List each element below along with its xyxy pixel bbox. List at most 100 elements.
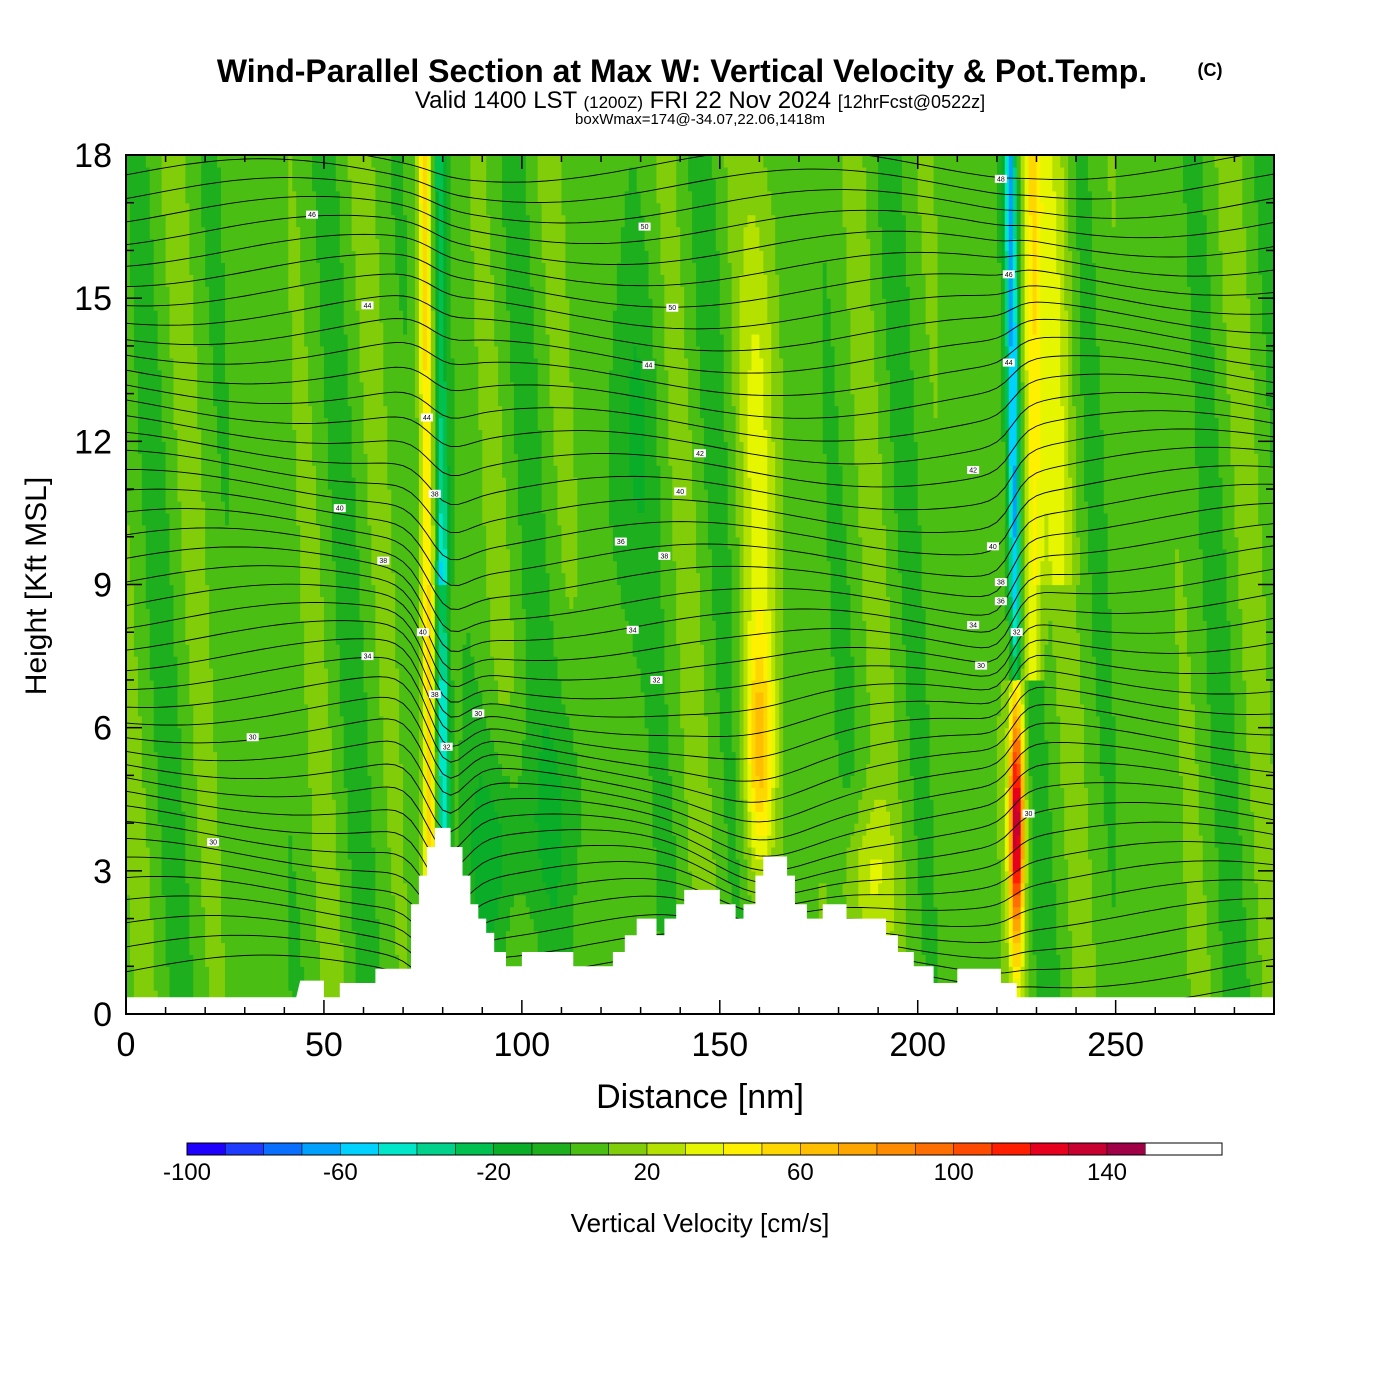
velocity-cell	[133, 596, 139, 609]
velocity-cell	[205, 190, 210, 204]
velocity-cell	[347, 668, 353, 681]
velocity-cell	[363, 345, 369, 359]
velocity-cell	[280, 155, 285, 168]
velocity-cell	[137, 894, 143, 908]
velocity-cell	[177, 548, 183, 562]
velocity-cell	[319, 572, 325, 586]
velocity-cell	[395, 930, 400, 944]
velocity-cell	[141, 310, 147, 323]
velocity-cell	[205, 846, 210, 860]
velocity-cell	[387, 751, 392, 765]
velocity-cell	[288, 906, 293, 920]
velocity-cell	[193, 310, 198, 323]
velocity-cell	[312, 620, 317, 633]
velocity-cell	[264, 178, 270, 192]
velocity-cell	[375, 453, 380, 466]
velocity-cell	[256, 500, 262, 514]
velocity-cell	[244, 882, 250, 896]
velocity-cell	[133, 333, 139, 347]
velocity-cell	[296, 751, 301, 765]
velocity-cell	[185, 560, 190, 574]
velocity-cell	[248, 500, 254, 514]
velocity-cell	[331, 166, 337, 180]
velocity-cell	[343, 333, 349, 347]
velocity-cell	[292, 799, 297, 812]
velocity-cell	[133, 357, 139, 371]
velocity-cell	[240, 751, 246, 765]
velocity-cell	[284, 262, 289, 275]
velocity-cell	[399, 846, 404, 860]
velocity-cell	[319, 357, 325, 371]
velocity-cell	[232, 811, 238, 824]
velocity-cell	[379, 763, 384, 776]
velocity-cell	[395, 596, 400, 609]
velocity-cell	[236, 870, 242, 884]
velocity-cell	[153, 178, 159, 192]
velocity-cell	[288, 155, 293, 168]
velocity-cell	[371, 799, 376, 812]
velocity-cell	[205, 262, 210, 275]
copyright-mark: (C)	[1198, 60, 1223, 80]
velocity-cell	[300, 608, 305, 621]
velocity-cell	[149, 381, 155, 395]
velocity-cell	[126, 202, 131, 216]
velocity-cell	[221, 811, 226, 824]
velocity-cell	[193, 524, 198, 538]
velocity-cell	[367, 405, 373, 419]
velocity-cell	[296, 823, 301, 836]
velocity-cell	[193, 691, 198, 705]
velocity-cell	[367, 668, 373, 681]
velocity-cell	[157, 250, 163, 263]
velocity-cell	[149, 214, 155, 228]
velocity-cell	[209, 536, 214, 550]
velocity-cell	[319, 620, 325, 633]
velocity-cell	[217, 250, 222, 263]
velocity-cell	[157, 954, 163, 967]
velocity-cell	[213, 477, 218, 490]
velocity-cell	[280, 894, 285, 908]
velocity-cell	[129, 393, 135, 407]
velocity-cell	[268, 524, 274, 538]
velocity-cell	[197, 775, 202, 788]
velocity-cell	[221, 906, 226, 920]
velocity-cell	[248, 620, 254, 633]
velocity-cell	[161, 214, 167, 228]
velocity-cell	[157, 536, 163, 550]
velocity-cell	[256, 298, 262, 311]
velocity-cell	[141, 429, 147, 442]
velocity-cell	[177, 214, 183, 228]
velocity-cell	[141, 441, 147, 454]
velocity-cell	[323, 393, 329, 407]
velocity-cell	[177, 489, 183, 502]
velocity-cell	[260, 846, 266, 860]
velocity-cell	[185, 608, 190, 621]
velocity-cell	[339, 882, 345, 896]
velocity-cell	[240, 286, 246, 299]
velocity-cell	[284, 393, 289, 407]
velocity-cell	[296, 310, 301, 323]
velocity-cell	[213, 417, 218, 430]
velocity-cell	[359, 512, 365, 526]
velocity-cell	[351, 954, 357, 967]
velocity-cell	[224, 930, 230, 944]
velocity-cell	[296, 954, 301, 967]
velocity-cell	[300, 393, 305, 407]
velocity-cell	[193, 799, 198, 812]
velocity-cell	[149, 333, 155, 347]
velocity-cell	[201, 978, 206, 991]
velocity-cell	[383, 930, 388, 944]
velocity-cell	[240, 823, 246, 836]
velocity-cell	[399, 811, 404, 824]
velocity-cell	[153, 715, 159, 729]
velocity-cell	[205, 322, 210, 335]
velocity-cell	[359, 190, 365, 204]
velocity-cell	[236, 226, 242, 240]
velocity-cell	[331, 978, 337, 991]
velocity-cell	[197, 381, 202, 395]
velocity-cell	[359, 381, 365, 395]
velocity-cell	[252, 990, 258, 1003]
velocity-cell	[221, 536, 226, 550]
velocity-cell	[236, 524, 242, 538]
velocity-cell	[169, 823, 175, 836]
velocity-cell	[209, 656, 214, 669]
